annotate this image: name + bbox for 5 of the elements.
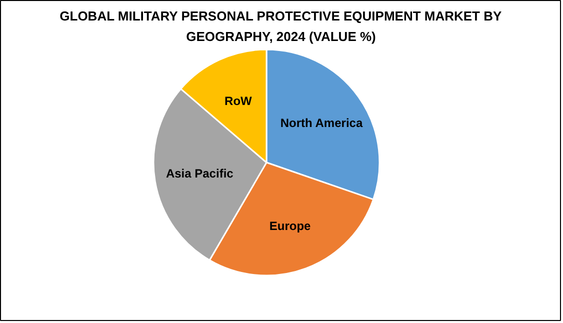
chart-title: GLOBAL MILITARY PERSONAL PROTECTIVE EQUIPMENT MARKET BY GEOGRAPHY, 2024 (VALUE %) [60, 8, 502, 44]
slice-label: Europe [269, 219, 312, 234]
slice-label: Asia Pacific [166, 166, 234, 181]
slice-label: North America [280, 116, 363, 130]
slice-label: RoW [224, 94, 253, 108]
